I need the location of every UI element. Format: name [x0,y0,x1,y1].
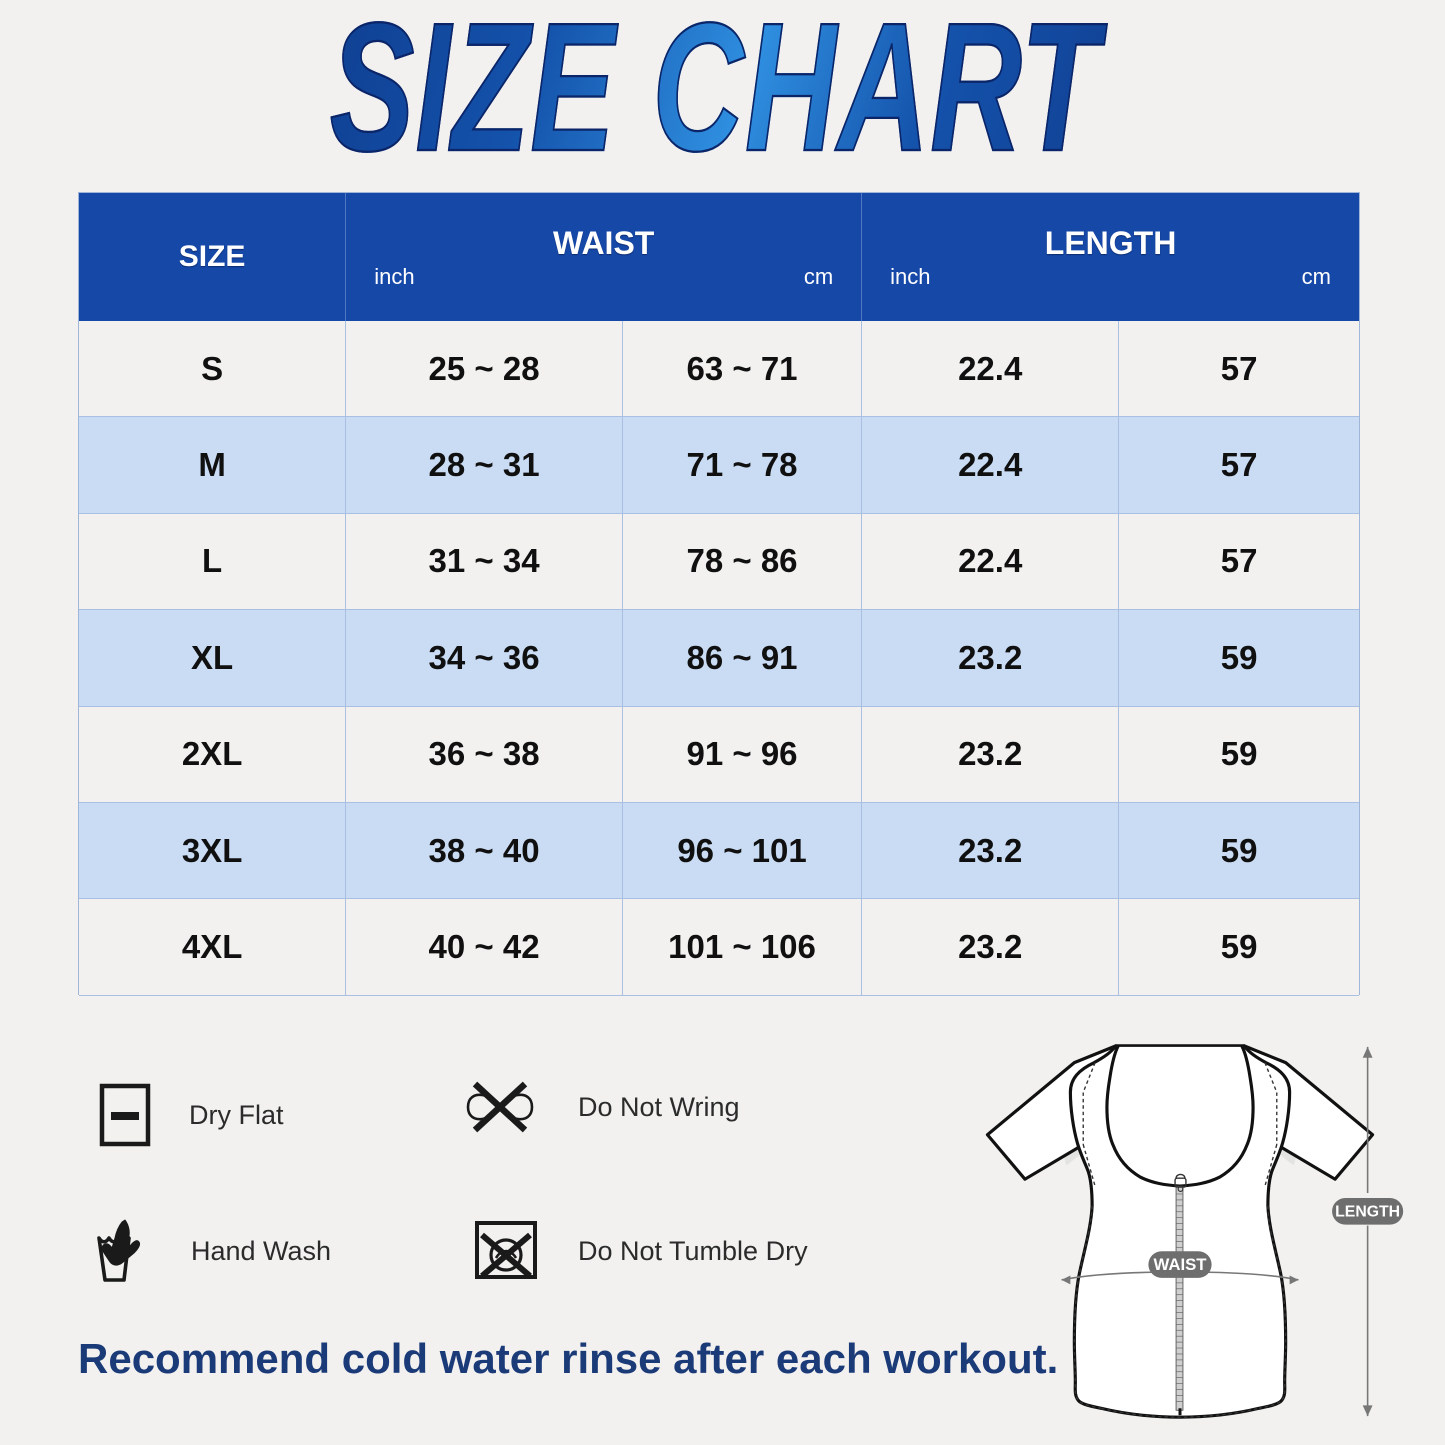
svg-text:LENGTH: LENGTH [1335,1204,1400,1221]
svg-text:WAIST: WAIST [1153,1255,1207,1274]
